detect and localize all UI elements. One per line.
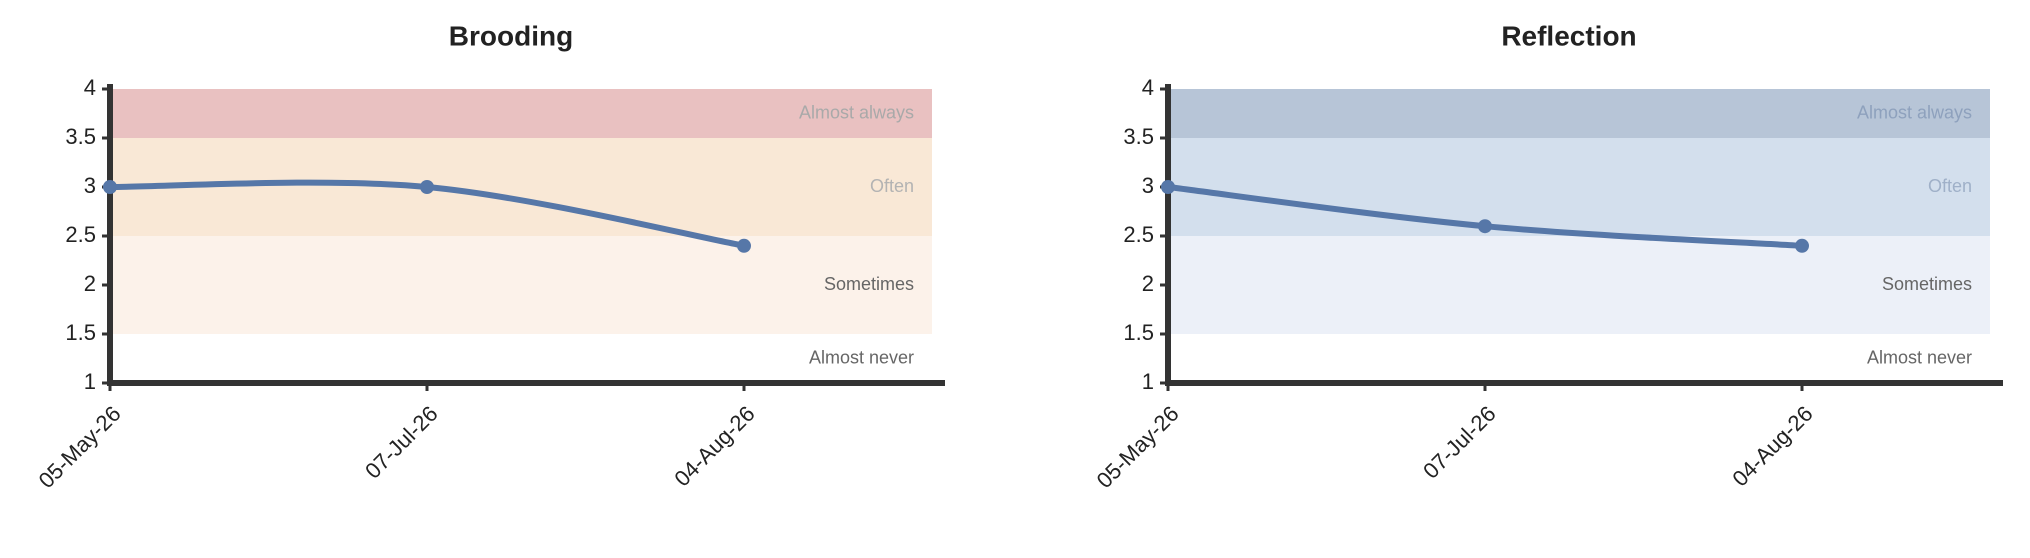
band [1168, 236, 1990, 334]
y-tick-label: 3.5 [65, 124, 96, 149]
band [1168, 334, 1990, 383]
band [110, 138, 932, 236]
x-tick-label: 05-May-26 [1092, 401, 1184, 493]
point [103, 180, 117, 194]
band-label: Often [1928, 176, 1972, 196]
y-tick-label: 3.5 [1123, 124, 1154, 149]
y-tick-label: 2.5 [1123, 222, 1154, 247]
y-tick-label: 1 [1142, 369, 1154, 394]
band-label: Almost never [1867, 347, 1972, 367]
point [1795, 238, 1809, 253]
band [110, 89, 932, 138]
y-tick-label: 4 [84, 75, 96, 100]
band-label: Almost always [799, 102, 914, 122]
band [110, 334, 932, 383]
y-tick-label: 1 [84, 369, 96, 394]
y-tick-label: 1.5 [1123, 320, 1154, 345]
band-label: Almost never [809, 347, 914, 367]
band-label: Often [870, 176, 914, 196]
y-tick-label: 1.5 [65, 320, 96, 345]
x-tick-label: 04-Aug-26 [669, 401, 759, 491]
x-tick-label: 05-May-26 [34, 401, 126, 493]
chart-title: Brooding [449, 20, 573, 51]
band-label: Almost always [1857, 102, 1972, 122]
band-label: Sometimes [824, 274, 914, 294]
point [1478, 219, 1492, 234]
chart-title: Reflection [1501, 20, 1636, 51]
y-tick-label: 2 [84, 271, 96, 296]
x-tick-label: 04-Aug-26 [1727, 401, 1817, 491]
point [420, 180, 434, 194]
point [737, 238, 751, 253]
band [110, 236, 932, 334]
x-tick-label: 07-Jul-26 [1418, 401, 1501, 484]
y-tick-label: 3 [84, 173, 96, 198]
x-tick-label: 07-Jul-26 [360, 401, 443, 484]
y-tick-label: 3 [1142, 173, 1154, 198]
y-tick-label: 2.5 [65, 222, 96, 247]
y-tick-label: 2 [1142, 271, 1154, 296]
y-tick-label: 4 [1142, 75, 1154, 100]
band-label: Sometimes [1882, 274, 1972, 294]
band [1168, 89, 1990, 138]
point [1161, 180, 1175, 194]
band [1168, 138, 1990, 236]
